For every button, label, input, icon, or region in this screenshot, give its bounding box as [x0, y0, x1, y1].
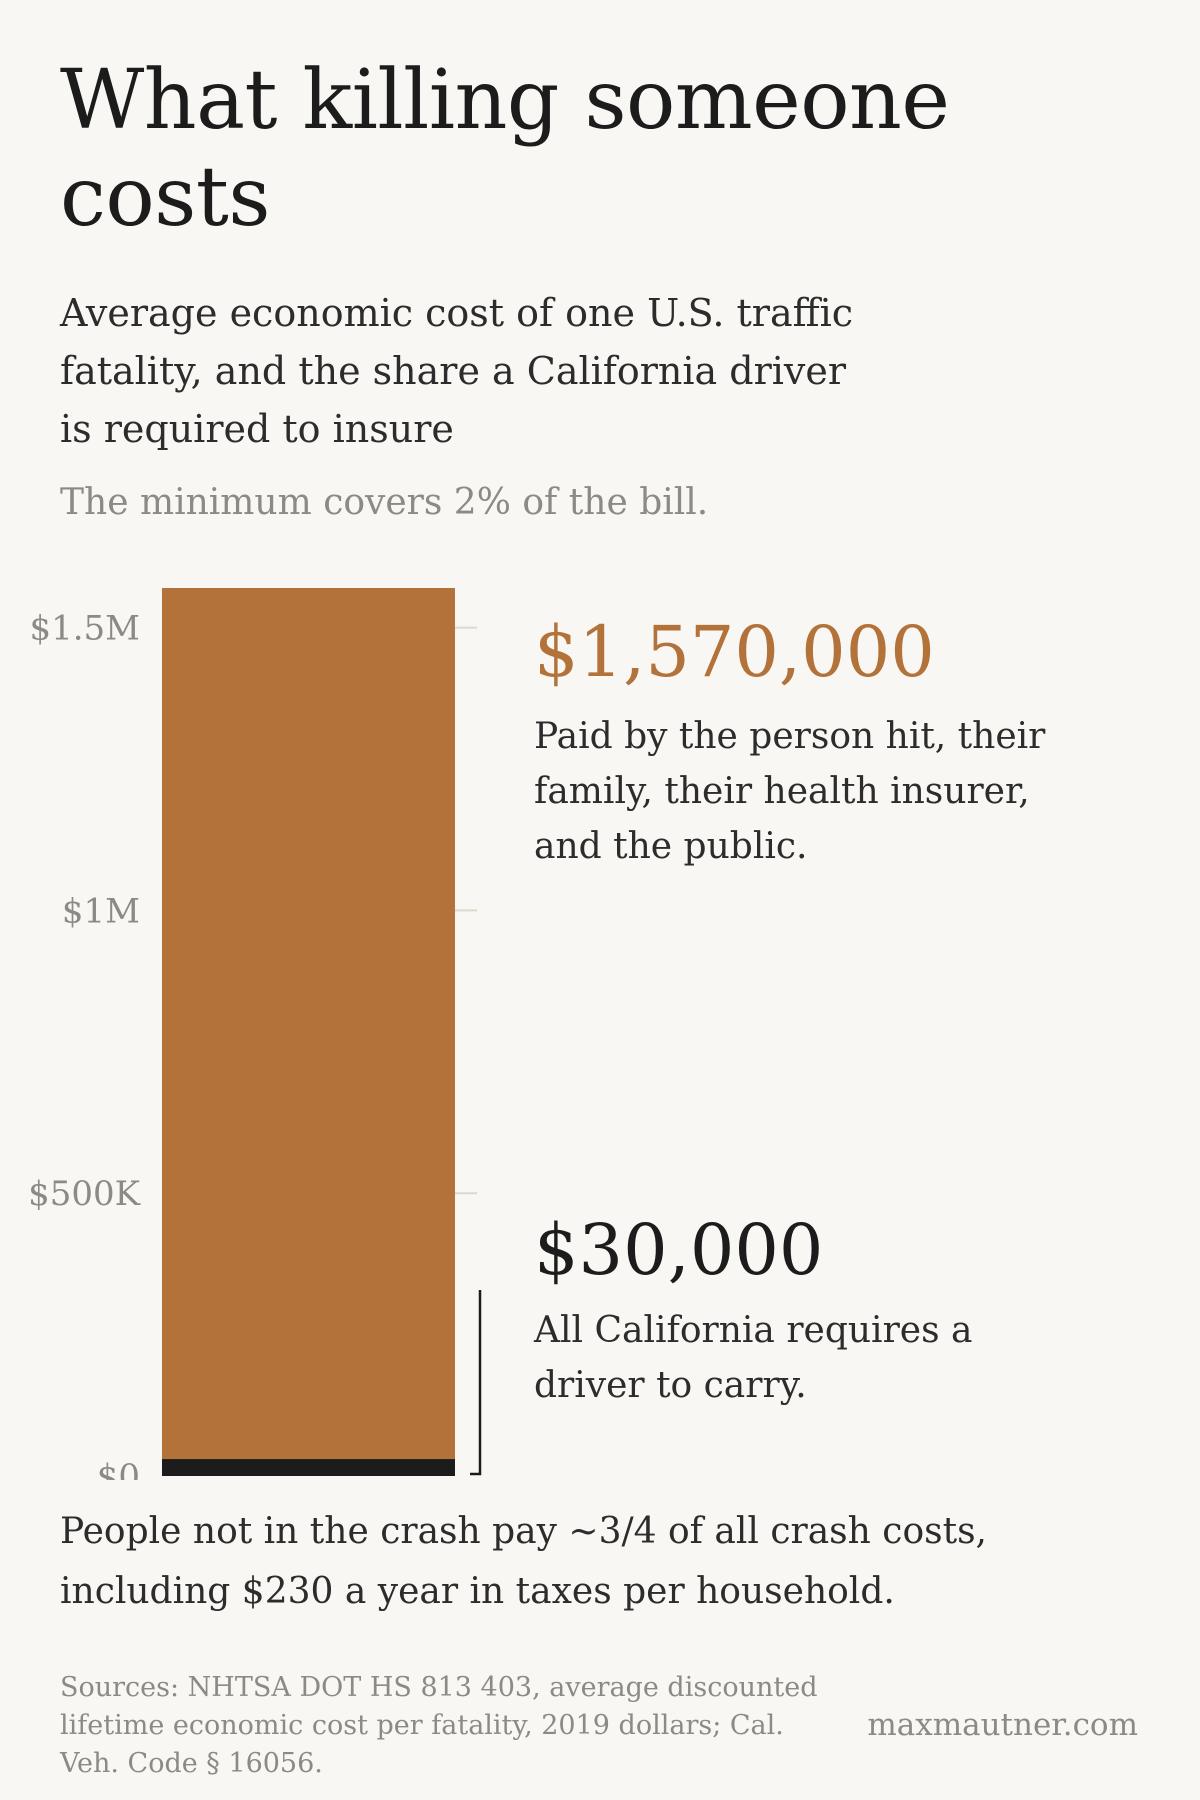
remaining-cost-bar	[162, 588, 455, 1460]
y-tick-label: $500K	[28, 1174, 141, 1214]
cost-bar-chart: $0 $500K $1M $1.5M	[28, 588, 482, 1480]
y-tick-label: $1.5M	[29, 609, 140, 649]
minimum-bracket	[470, 1290, 482, 1476]
chart-subtitle: Average economic cost of one U.S. traffi…	[60, 291, 854, 451]
y-axis: $0 $500K $1M $1.5M	[28, 609, 477, 1480]
total-cost-value: $1,570,000	[534, 611, 935, 693]
site-credit: maxmautner.com	[867, 1707, 1138, 1743]
total-cost-note: Paid by the person hit, their family, th…	[534, 716, 1046, 867]
footnote: People not in the crash pay ~3/4 of all …	[60, 1511, 987, 1612]
minimum-coverage-bar	[162, 1459, 455, 1476]
minimum-coverage-note: All California requires a driver to carr…	[534, 1310, 973, 1406]
bracket-line	[470, 1290, 482, 1476]
bar-stack	[162, 588, 455, 1476]
chart-deck: The minimum covers 2% of the bill.	[60, 482, 709, 523]
y-tick-label: $1M	[62, 891, 140, 931]
minimum-coverage-value: $30,000	[534, 1209, 824, 1291]
y-tick-label: $0	[97, 1457, 140, 1480]
chart-title: What killing someone costs	[60, 53, 950, 245]
sources-note: Sources: NHTSA DOT HS 813 403, average d…	[60, 1672, 818, 1779]
